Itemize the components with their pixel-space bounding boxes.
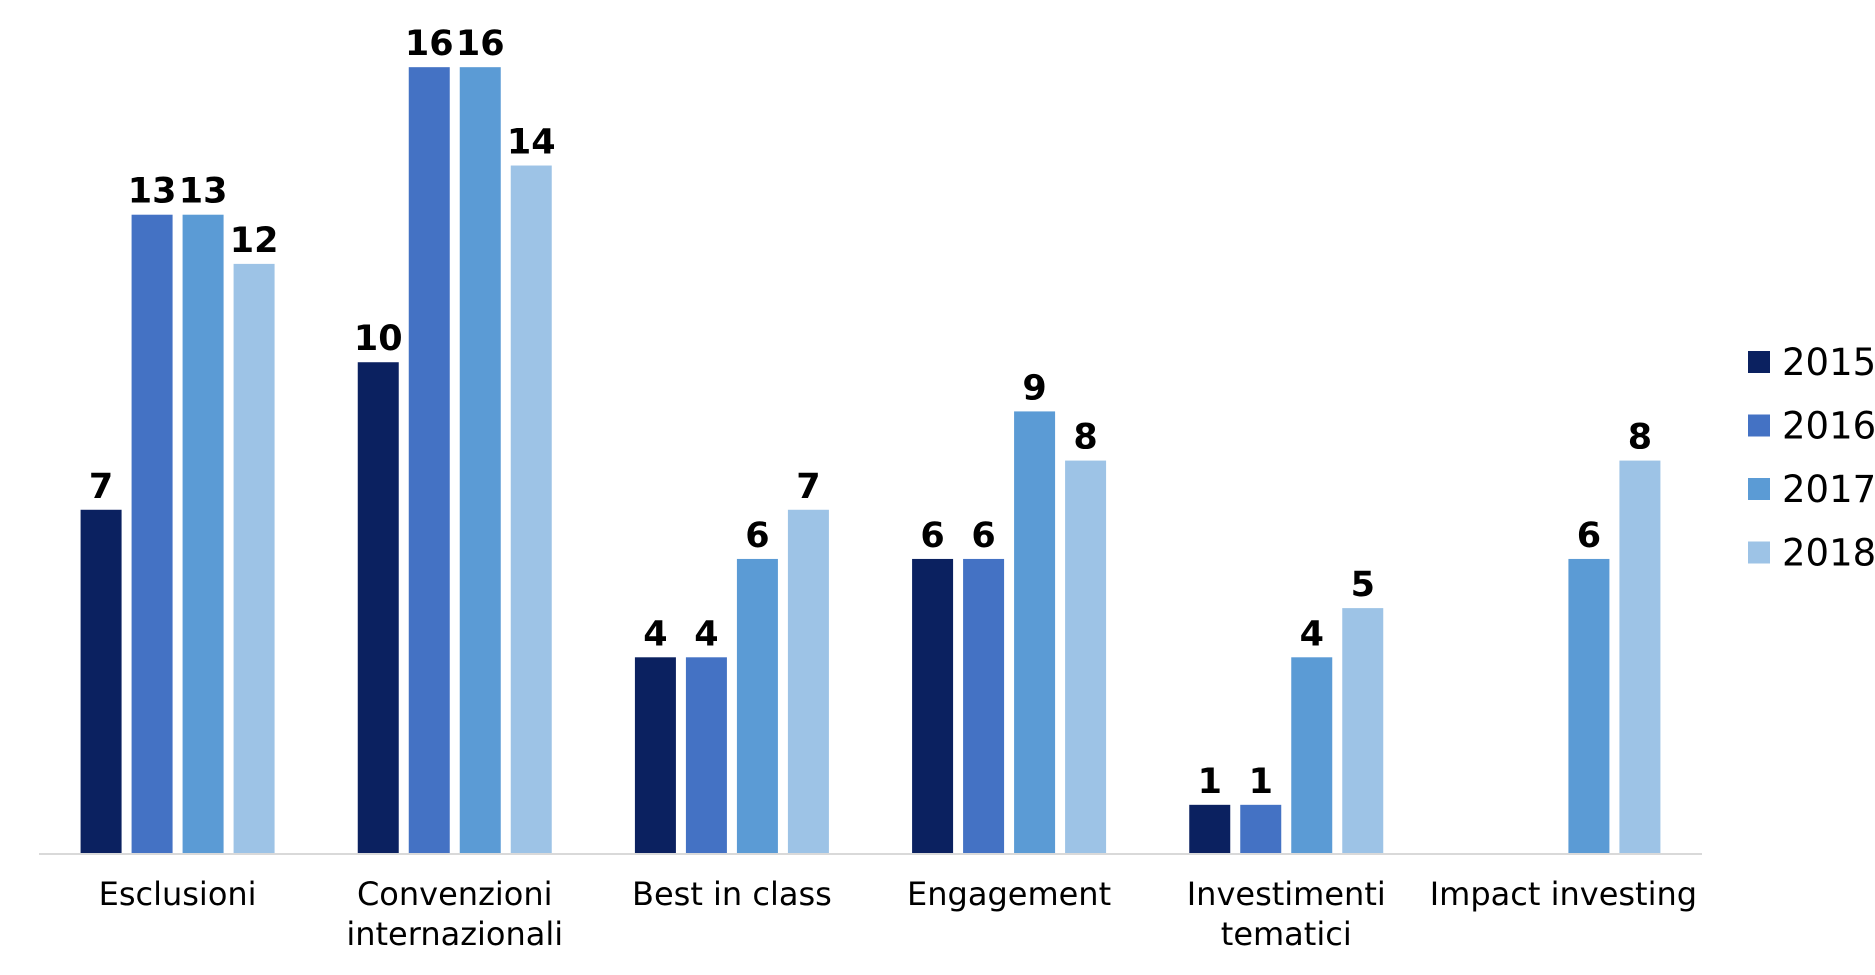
x-tick-label: Engagement xyxy=(907,875,1112,913)
data-label: 7 xyxy=(89,467,113,507)
data-label: 6 xyxy=(1577,516,1601,556)
x-tick-label: Convenzioni internazionali xyxy=(346,875,564,953)
bar xyxy=(685,657,727,854)
data-label: 1 xyxy=(1249,762,1273,802)
legend-swatch xyxy=(1748,351,1770,373)
bar xyxy=(1189,804,1231,854)
x-tick-label: Best in class xyxy=(632,875,832,913)
bar xyxy=(1014,411,1056,854)
data-label: 10 xyxy=(354,319,403,359)
data-label: 9 xyxy=(1022,368,1046,408)
data-label: 12 xyxy=(230,221,279,261)
data-label: 16 xyxy=(405,24,454,64)
legend-label: 2015 xyxy=(1782,341,1875,384)
data-label: 6 xyxy=(920,516,944,556)
data-label: 5 xyxy=(1351,565,1375,605)
bar xyxy=(357,362,399,854)
data-label: 6 xyxy=(745,516,769,556)
bar xyxy=(912,558,954,854)
bar xyxy=(634,657,676,854)
data-label: 8 xyxy=(1628,418,1652,458)
legend-swatch xyxy=(1748,414,1770,437)
data-label: 16 xyxy=(456,24,505,64)
bar xyxy=(233,263,275,855)
x-tick-label: Esclusioni xyxy=(98,875,257,913)
data-label: 4 xyxy=(1300,614,1324,654)
bar xyxy=(963,558,1005,854)
legend-swatch xyxy=(1748,541,1770,564)
bar xyxy=(408,67,450,855)
bar xyxy=(1568,558,1610,854)
data-label: 6 xyxy=(971,516,995,556)
bar xyxy=(459,67,501,855)
legend-swatch xyxy=(1748,478,1770,500)
bar xyxy=(1619,460,1661,854)
bar xyxy=(736,558,778,854)
data-label: 13 xyxy=(128,172,177,212)
x-tick-label: Investimenti tematici xyxy=(1186,875,1386,953)
data-label: 8 xyxy=(1073,418,1097,458)
legend-label: 2016 xyxy=(1782,405,1875,448)
legend-label: 2018 xyxy=(1782,532,1875,575)
bar xyxy=(510,165,552,854)
data-label: 4 xyxy=(694,614,718,654)
data-label: 4 xyxy=(643,614,667,654)
legend-label: 2017 xyxy=(1782,468,1875,511)
bar xyxy=(80,509,122,854)
bar xyxy=(787,509,829,854)
bar xyxy=(1342,608,1384,854)
x-tick-label: Impact investing xyxy=(1429,875,1698,913)
data-label: 1 xyxy=(1198,762,1222,802)
data-label: 7 xyxy=(796,467,820,507)
bar xyxy=(182,214,224,855)
data-label: 13 xyxy=(179,172,228,212)
bar xyxy=(1240,804,1282,854)
bar xyxy=(1065,460,1107,854)
bar xyxy=(1291,657,1333,854)
bar xyxy=(131,214,173,855)
data-label: 14 xyxy=(507,123,556,163)
